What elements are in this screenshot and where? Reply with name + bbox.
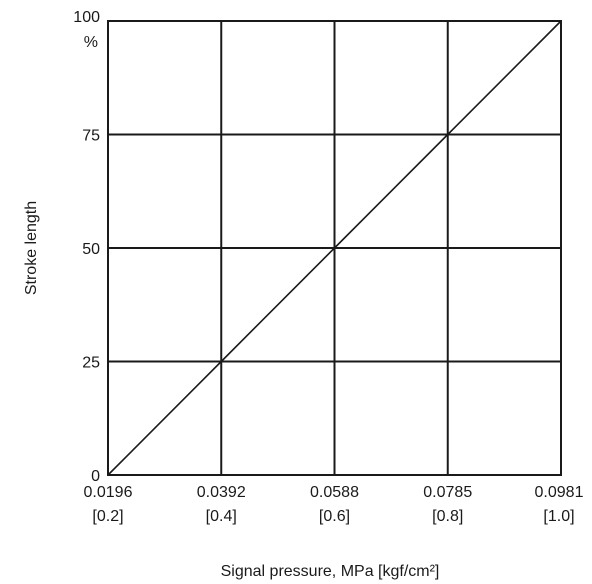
y-tick-label: 75 (82, 128, 100, 145)
x-tick-sublabel: [0.2] (92, 508, 123, 525)
plot-frame (107, 20, 562, 476)
x-tick-label: 0.0785 (423, 484, 472, 501)
x-tick-label: 0.0392 (197, 484, 246, 501)
x-tick-labels: 0.0196 [0.2] 0.0392 [0.4] 0.0588 [0.6] 0.0785 [… (84, 484, 584, 525)
x-tick-sublabel: [0.4] (206, 508, 237, 525)
x-tick-label: 0.0981 (535, 484, 584, 501)
y-tick-label: 50 (82, 241, 100, 258)
y-axis-label: Stroke length (23, 201, 40, 295)
x-tick-sublabel: [0.8] (432, 508, 463, 525)
x-axis-label: Signal pressure, MPa [kgf/cm²] (221, 563, 440, 580)
x-tick-label: 0.0196 (84, 484, 133, 501)
x-tick-label: 0.0588 (310, 484, 359, 501)
y-tick-labels: 0 25 50 75 100 (73, 9, 100, 485)
y-tick-label: 100 (73, 9, 100, 26)
y-axis-unit: % (84, 34, 98, 51)
y-tick-label: 25 (82, 355, 100, 372)
x-tick-sublabel: [1.0] (543, 508, 574, 525)
x-tick-sublabel: [0.6] (319, 508, 350, 525)
series-layer (107, 20, 562, 476)
y-tick-label: 0 (91, 468, 100, 485)
series-line (107, 20, 562, 476)
